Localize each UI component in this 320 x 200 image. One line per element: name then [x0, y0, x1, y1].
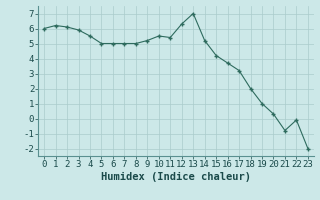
- X-axis label: Humidex (Indice chaleur): Humidex (Indice chaleur): [101, 172, 251, 182]
